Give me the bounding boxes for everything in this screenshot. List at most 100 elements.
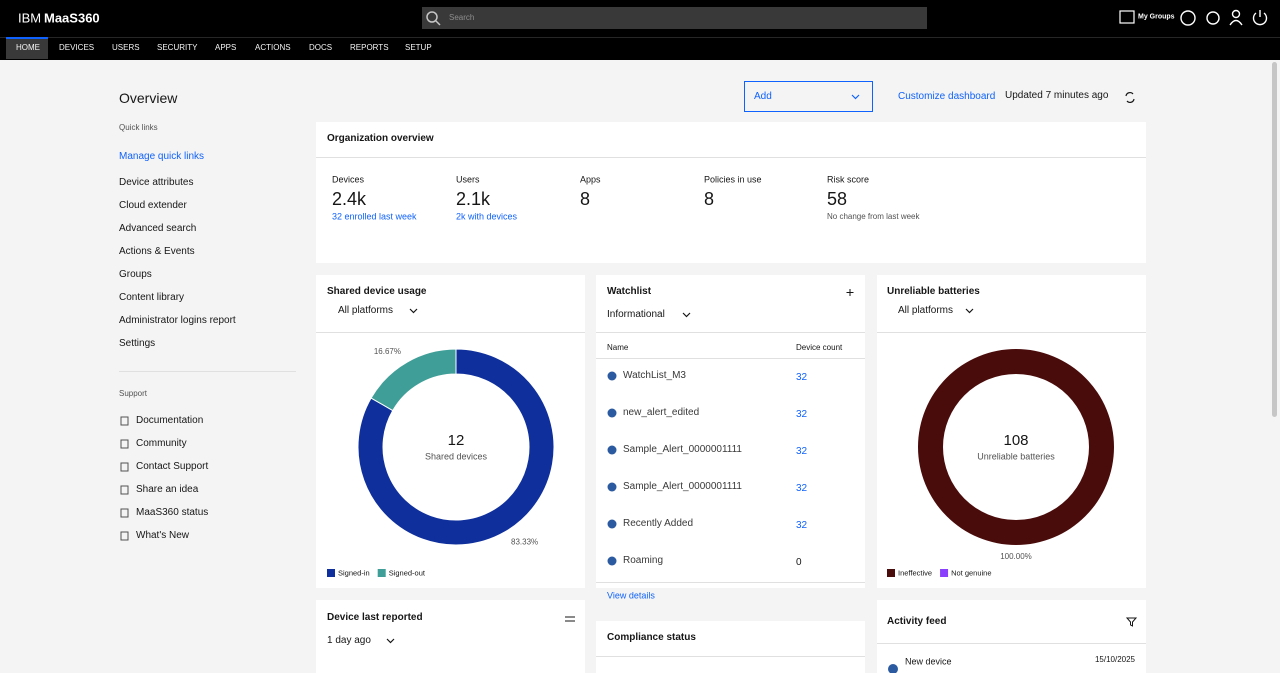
row-count[interactable]: 32 (796, 446, 808, 457)
nav-tab[interactable]: SETUP (405, 43, 432, 52)
legend-swatch (327, 569, 335, 577)
stat-note[interactable]: 2k with devices (456, 211, 518, 222)
support-link[interactable]: Contact Support (136, 461, 209, 472)
info-icon (607, 556, 617, 566)
donut-total-label: Shared devices (425, 451, 488, 461)
filter-icon (1125, 617, 1138, 627)
row-count[interactable]: 32 (796, 520, 808, 531)
quick-link[interactable]: Cloud extender (119, 200, 187, 211)
quick-link[interactable]: Settings (119, 338, 156, 349)
support-icon (120, 416, 129, 426)
compliance-card (596, 621, 865, 673)
row-name[interactable]: Sample_Alert_0000001111 (623, 481, 742, 492)
legend-label: Signed-in (338, 568, 370, 577)
search-placeholder: Search (449, 13, 475, 22)
user-icon-body (1229, 19, 1243, 26)
stat-note: No change from last week (827, 212, 920, 221)
stat-value: 58 (827, 189, 848, 209)
quick-link[interactable]: Advanced search (119, 223, 197, 234)
updated-text: Updated 7 minutes ago (1005, 90, 1109, 101)
info-icon (607, 445, 617, 455)
org-card (316, 122, 1146, 263)
row-count[interactable]: 32 (796, 483, 808, 494)
stat-label: Users (456, 174, 480, 185)
row-count[interactable]: 32 (796, 409, 808, 420)
customize-link[interactable]: Customize dashboard (898, 91, 996, 102)
stat-value: 8 (580, 189, 591, 209)
info-icon (607, 482, 617, 492)
nav-tab[interactable]: DEVICES (59, 43, 95, 52)
info-icon (607, 519, 617, 529)
divider (596, 656, 865, 657)
view-details-link[interactable]: View details (607, 590, 655, 601)
nav-tab[interactable]: USERS (112, 43, 140, 52)
segment-label: 16.67% (374, 347, 401, 356)
manage-link[interactable]: Manage quick links (119, 151, 205, 162)
card-title: Device last reported (327, 612, 423, 623)
search-icon-handle (435, 20, 441, 26)
search-box[interactable] (422, 7, 927, 29)
stat-value: 8 (704, 189, 715, 209)
nav-tab[interactable]: REPORTS (350, 43, 389, 52)
row-name[interactable]: WatchList_M3 (623, 370, 686, 381)
row-name[interactable]: Roaming (623, 555, 664, 566)
filter-label[interactable]: 1 day ago (327, 635, 371, 646)
stat-label: Risk score (827, 174, 870, 185)
quick-link[interactable]: Groups (119, 269, 152, 280)
nav-tab[interactable]: ACTIONS (255, 43, 291, 52)
stat-note[interactable]: 32 enrolled last week (332, 211, 417, 222)
support-icon (120, 485, 129, 495)
divider (596, 332, 865, 333)
filter-label[interactable]: All platforms (338, 305, 394, 316)
nav-tab[interactable]: SECURITY (157, 43, 198, 52)
legend-swatch (940, 569, 949, 577)
watchlist-card (596, 275, 865, 588)
page-title: Overview (119, 90, 178, 106)
chevron-icon (409, 308, 418, 314)
legend-label: Not genuine (951, 568, 991, 577)
row-name[interactable]: Recently Added (623, 518, 694, 529)
legend-swatch (887, 569, 895, 577)
donut-total: 108 (1003, 432, 1028, 449)
support-link[interactable]: Share an idea (136, 484, 199, 495)
quick-link[interactable]: Administrator logins report (119, 315, 236, 326)
add-dropdown[interactable] (744, 81, 873, 112)
stat-value: 2.1k (456, 189, 491, 209)
quick-link[interactable]: Actions & Events (119, 246, 195, 257)
divider (877, 643, 1146, 644)
card-title: Compliance status (607, 632, 696, 643)
support-link[interactable]: Documentation (136, 415, 204, 426)
donut-segment (370, 348, 457, 412)
quick-link[interactable]: Content library (119, 292, 185, 303)
support-link[interactable]: What's New (136, 530, 190, 541)
support-icon (120, 439, 129, 449)
filter-label[interactable]: All platforms (898, 305, 954, 316)
row-count[interactable]: 32 (796, 372, 808, 383)
support-icon (1206, 11, 1220, 25)
add-label[interactable]: Add (754, 91, 772, 102)
donut-total: 12 (448, 432, 465, 449)
support-link[interactable]: Community (136, 438, 187, 449)
card-title: Watchlist (607, 286, 652, 297)
donut-total-label: Unreliable batteries (977, 451, 1055, 461)
divider (316, 157, 1146, 158)
stat-label: Policies in use (704, 174, 762, 185)
section-label: Support (119, 389, 148, 398)
support-icon (120, 462, 129, 472)
row-name[interactable]: new_alert_edited (623, 407, 700, 418)
row-name[interactable]: Sample_Alert_0000001111 (623, 444, 742, 455)
legend-label: Ineffective (898, 568, 932, 577)
brand-product: MaaS360 (44, 10, 100, 26)
nav-tab[interactable]: DOCS (309, 43, 333, 52)
quick-link[interactable]: Device attributes (119, 177, 194, 188)
refresh-icon (1125, 92, 1135, 103)
user-icon (1231, 9, 1241, 19)
filter-label[interactable]: Informational (607, 309, 665, 320)
nav-tab[interactable]: APPS (215, 43, 237, 52)
nav-tab[interactable]: HOME (16, 43, 40, 52)
info-icon (607, 371, 617, 381)
support-link[interactable]: MaaS360 status (136, 507, 209, 518)
card-title: Shared device usage (327, 286, 427, 297)
sidebar-divider (119, 371, 296, 372)
